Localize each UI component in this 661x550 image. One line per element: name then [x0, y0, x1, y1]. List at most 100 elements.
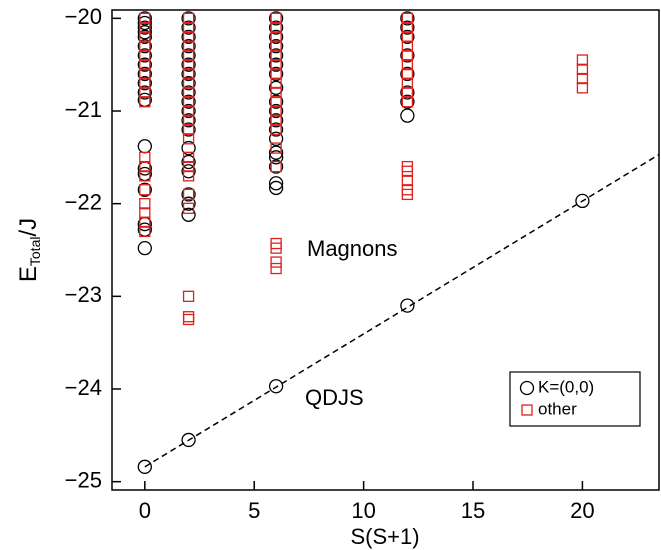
point [268, 150, 284, 165]
point [181, 164, 196, 179]
point [182, 123, 195, 136]
point [137, 48, 152, 63]
point [401, 40, 414, 52]
point [181, 29, 196, 45]
point [181, 66, 196, 82]
plot-frame [111, 9, 660, 491]
point [181, 57, 196, 72]
point [139, 86, 151, 99]
point [401, 21, 414, 34]
point [181, 140, 196, 156]
point [401, 31, 414, 43]
point [268, 80, 284, 95]
y-tick-label: −24 [65, 375, 102, 400]
point [182, 290, 195, 302]
point [139, 198, 151, 210]
point [137, 20, 152, 35]
point [139, 160, 151, 173]
point [181, 122, 196, 137]
point [182, 59, 195, 71]
point [182, 49, 195, 62]
point [400, 85, 415, 100]
y-label-base: E [15, 266, 42, 282]
point [137, 139, 152, 154]
point [182, 313, 195, 326]
point [137, 76, 152, 91]
point [400, 48, 415, 63]
y-axis-label: ETotal/J [15, 218, 42, 282]
legend-box [509, 371, 641, 427]
point [268, 66, 284, 82]
point [181, 432, 196, 448]
legend-marker [519, 380, 535, 396]
point [137, 38, 152, 54]
point [181, 11, 196, 26]
point [182, 311, 195, 323]
annotation: Magnons [307, 236, 398, 261]
point [270, 21, 282, 34]
point [181, 113, 196, 128]
point [182, 114, 195, 126]
point [139, 151, 151, 163]
point [401, 68, 414, 80]
point [181, 48, 196, 63]
annotation: QDJS [305, 385, 364, 410]
point [137, 240, 152, 256]
point [181, 207, 196, 222]
y-tick-label: −21 [65, 97, 102, 122]
point [268, 48, 284, 63]
point [270, 68, 282, 80]
point [181, 38, 196, 54]
x-tick-label: 15 [461, 498, 485, 523]
point [270, 114, 282, 126]
point [182, 68, 195, 80]
legend-label: K=(0,0) [538, 377, 594, 396]
point [270, 160, 282, 173]
point [401, 12, 414, 24]
point [400, 298, 415, 313]
point [268, 176, 284, 191]
point [182, 202, 195, 214]
point [400, 66, 415, 82]
point [182, 40, 195, 52]
point [270, 59, 282, 71]
point [181, 103, 196, 119]
point [268, 159, 284, 174]
plot-area [137, 11, 659, 474]
point [182, 96, 195, 108]
point [139, 170, 151, 182]
point [268, 145, 284, 160]
point [181, 154, 196, 170]
point [181, 187, 196, 202]
point [270, 256, 282, 268]
point [268, 20, 284, 35]
x-axis-label: S(S+1) [350, 524, 419, 549]
reference-line [144, 153, 659, 468]
legend-marker [521, 404, 533, 416]
point [268, 180, 284, 196]
x-tick-label: 10 [351, 498, 375, 523]
point [400, 108, 415, 123]
point [268, 131, 284, 146]
point [268, 38, 284, 54]
point [181, 76, 196, 91]
point [139, 21, 151, 34]
point [268, 122, 284, 137]
point [137, 25, 152, 40]
x-tick-label: 0 [139, 498, 151, 523]
point [182, 170, 195, 182]
point [137, 15, 152, 31]
point [139, 216, 151, 228]
point [181, 85, 196, 100]
point [182, 31, 195, 43]
point [181, 94, 196, 109]
point [139, 184, 151, 196]
point [139, 96, 151, 108]
point [401, 165, 414, 177]
point [268, 29, 284, 45]
point [576, 72, 589, 85]
point [270, 96, 282, 108]
point [139, 225, 151, 238]
point [139, 49, 151, 62]
point [270, 86, 282, 99]
